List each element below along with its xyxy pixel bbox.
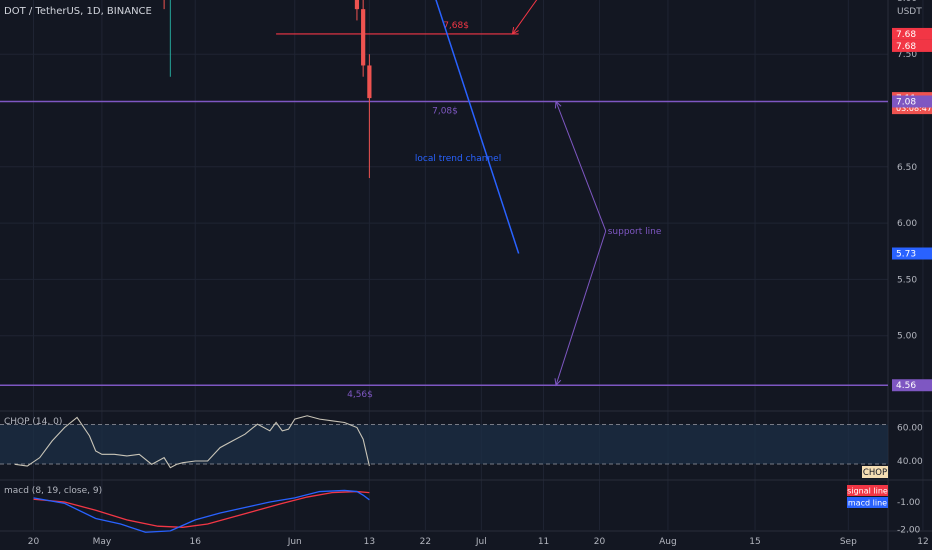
macd-legend-label: signal line xyxy=(847,487,888,496)
support-price-label: 4,56$ xyxy=(347,390,373,400)
price-tick-label: 6.50 xyxy=(897,163,917,173)
currency-label: USDT xyxy=(897,7,922,17)
chop-tick-label: 40.00 xyxy=(897,457,923,467)
time-tick-label: 13 xyxy=(364,537,375,547)
chop-band xyxy=(0,424,888,465)
chop-title: CHOP (14, 0) xyxy=(4,417,62,427)
candle-body xyxy=(354,0,360,10)
time-tick-label: Jun xyxy=(287,537,302,547)
candle[interactable] xyxy=(367,54,372,179)
time-tick-label: 15 xyxy=(749,537,760,547)
macd-legend-badge xyxy=(847,485,888,496)
price-badge xyxy=(892,39,932,52)
macd-series-signal-line xyxy=(33,490,370,528)
price-tick-label: 6.00 xyxy=(897,219,917,229)
macd-panel[interactable]: macd (8, 19, close, 9) signal line macd li… xyxy=(4,485,888,533)
price-tick-label: 5.00 xyxy=(897,332,917,342)
macd-tick-label: -1.00 xyxy=(897,498,921,508)
price-badge xyxy=(892,95,932,108)
price-badge xyxy=(892,27,932,40)
macd-tick-label: -2.00 xyxy=(897,526,921,536)
time-tick-label: 12 xyxy=(917,537,928,547)
price-axis[interactable]: 60.0040.00-1.00-2.0011.0010.509.509.008.… xyxy=(892,0,932,536)
price-badge-label: 5.73 xyxy=(896,250,916,260)
price-panel[interactable]: 9,79$9,12$8,46$7,68$7,08$4,56$ xyxy=(0,0,888,400)
symbol-title: DOT / TetherUS, 1D, BINANCE xyxy=(4,6,152,17)
annotation-arrow xyxy=(555,230,607,386)
chop-tick-label: 60.00 xyxy=(897,424,923,434)
time-tick-label: Sep xyxy=(840,537,857,547)
annotation-label: local trend channel xyxy=(415,154,501,164)
time-tick-label: Jul xyxy=(475,537,487,547)
annotation-arrow xyxy=(555,101,607,232)
countdown-label: 03:08:47 xyxy=(896,104,932,113)
macd-legend-badge xyxy=(847,497,888,508)
arrow-head xyxy=(554,378,562,387)
candle[interactable] xyxy=(354,0,360,21)
time-tick-label: 22 xyxy=(420,537,431,547)
time-tick-label: 16 xyxy=(189,537,201,547)
macd-title: macd (8, 19, close, 9) xyxy=(4,486,102,496)
annotation-label: support line xyxy=(608,227,662,237)
arrow-head xyxy=(511,26,519,35)
time-tick-label: 11 xyxy=(538,537,549,547)
price-tick-label: 5.50 xyxy=(897,275,917,285)
price-badge-label: 4.56 xyxy=(896,381,916,391)
time-tick-label: May xyxy=(93,537,112,547)
time-tick-label: 20 xyxy=(28,537,40,547)
support-price-label: 7,08$ xyxy=(432,106,458,116)
price-tick-label: 7.50 xyxy=(897,50,917,60)
annotation-arrow xyxy=(512,0,538,35)
price-badge-label: 7.68 xyxy=(896,42,916,52)
price-badge-label: 7.68 xyxy=(896,30,916,40)
price-badge xyxy=(892,247,932,260)
price-badge xyxy=(892,379,932,392)
chop-panel[interactable]: CHOP (14, 0) CHOP xyxy=(0,415,888,478)
candle[interactable] xyxy=(361,0,366,77)
candle-body xyxy=(361,9,366,66)
time-tick-label: 20 xyxy=(594,537,606,547)
resistance-price-label: 7,68$ xyxy=(443,21,469,31)
arrow-head xyxy=(554,100,562,109)
price-tick-label: 8.00 xyxy=(897,0,917,4)
time-axis[interactable]: 20 May 16 Jun 13 22 Jul 11 20 Aug 15 Sep 12 xyxy=(28,537,929,547)
macd-series-macd-line xyxy=(33,489,370,533)
price-badge-label: 7.08 xyxy=(896,97,916,107)
candle-body xyxy=(367,65,372,99)
chop-line xyxy=(14,415,370,469)
time-tick-label: Aug xyxy=(659,537,677,547)
macd-legend-label: macd line xyxy=(848,499,887,508)
chop-badge xyxy=(862,466,888,478)
chop-badge-label: CHOP xyxy=(863,468,887,478)
trend-line[interactable] xyxy=(289,0,520,254)
